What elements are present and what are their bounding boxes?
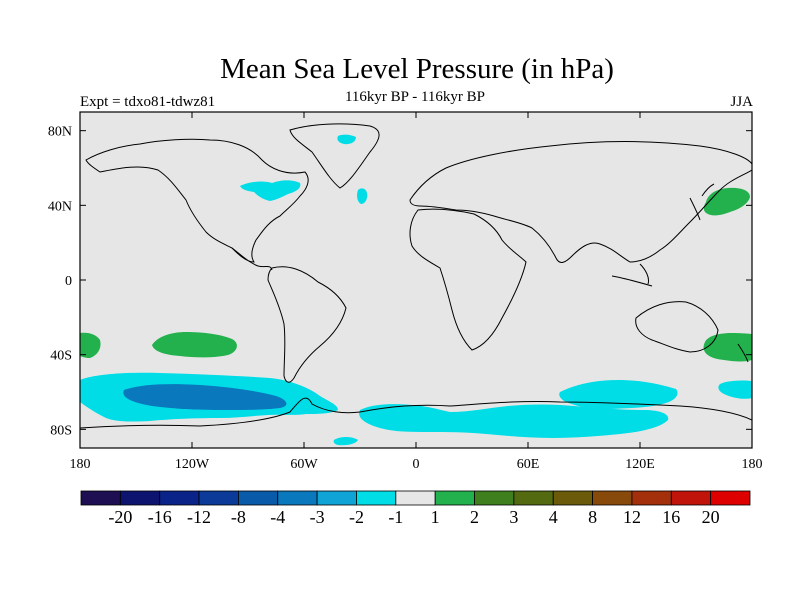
colorbar-label: -12 — [187, 507, 212, 527]
colorbar-label: -20 — [108, 507, 133, 527]
coast-indonesia — [611, 263, 653, 287]
experiment-label: Expt = tdxo81-tdwz81 — [80, 94, 216, 110]
colorbar-label: -3 — [309, 507, 325, 527]
colorbar — [80, 490, 751, 506]
colorbar-swatch — [631, 490, 672, 506]
map-title: Mean Sea Level Pressure (in hPa) — [220, 53, 614, 85]
colorbar-label: -4 — [270, 507, 286, 527]
colorbar-label: 2 — [470, 507, 480, 527]
region-amundsen-sea-core — [123, 384, 287, 410]
colorbar-swatch — [316, 490, 357, 506]
coast-africa — [409, 208, 527, 351]
region-north-atlantic — [357, 188, 368, 204]
lon-tick-label: 120E — [625, 457, 655, 472]
lon-tick-label: 60W — [290, 457, 318, 472]
region-southern-ocean-indian — [559, 380, 678, 410]
colorbar-label: -16 — [147, 507, 172, 527]
lat-tick-label: 40S — [50, 349, 72, 364]
colorbar-swatch — [395, 490, 436, 506]
lon-tick-label: 120W — [175, 457, 210, 472]
colorbar-label: 16 — [662, 507, 681, 527]
colorbar-swatch — [434, 490, 475, 506]
colorbar-swatch — [238, 490, 279, 506]
colorbar-swatch — [592, 490, 633, 506]
map-subtitle: 116kyr BP - 116kyr BP — [344, 89, 485, 105]
region-antarctic-coast — [333, 437, 358, 446]
colorbar-label: 1 — [430, 507, 440, 527]
colorbar-label: 8 — [588, 507, 598, 527]
colorbar-label: -2 — [348, 507, 364, 527]
latitude-ticks: 80N 40N 0 40S 80S — [48, 125, 752, 438]
colorbar-label: 20 — [701, 507, 720, 527]
colorbar-label: 4 — [548, 507, 558, 527]
coast-south-america — [267, 266, 347, 383]
region-north-america-lakes — [240, 180, 301, 201]
colorbar-swatch — [277, 490, 318, 506]
colorbar-swatch — [119, 490, 161, 506]
lon-tick-label: 180 — [742, 457, 763, 472]
colorbar-swatch — [474, 490, 515, 506]
season-label: JJA — [730, 94, 753, 110]
colorbar-swatch — [80, 490, 121, 506]
coastlines — [80, 123, 752, 429]
colorbar-label: -8 — [230, 507, 246, 527]
region-tasman-sea — [703, 333, 752, 362]
longitude-ticks: 180 120W 60W 0 60E 120E 180 — [70, 112, 763, 472]
colorbar-label: -1 — [388, 507, 404, 527]
coast-north-america — [85, 138, 309, 263]
region-antarctic-coast — [718, 380, 752, 399]
region-south-pacific-west-edge — [80, 332, 101, 358]
colorbar-swatch — [356, 490, 397, 506]
coast-antarctica — [80, 397, 752, 429]
colorbar-swatch — [710, 490, 751, 506]
coast-japan — [689, 183, 715, 221]
colorbar-swatch — [670, 490, 712, 506]
lat-tick-label: 0 — [65, 274, 72, 289]
lat-tick-label: 80N — [48, 125, 72, 140]
coast-greenland — [289, 123, 380, 189]
coast-eurasia — [409, 141, 752, 263]
region-south-pacific-mid — [152, 332, 237, 358]
lat-tick-label: 80S — [50, 423, 72, 438]
coast-central-america — [231, 247, 273, 271]
lon-tick-label: 60E — [517, 457, 540, 472]
colorbar-swatch — [552, 490, 593, 506]
anomaly-layer — [80, 123, 752, 446]
region-antarctic-coast — [359, 404, 669, 438]
colorbar-swatch — [159, 490, 200, 506]
region-greenland — [337, 134, 356, 145]
colorbar-label: 12 — [622, 507, 641, 527]
colorbar-swatch — [198, 490, 239, 506]
coast-australia — [635, 301, 719, 353]
coast-new-zealand — [737, 343, 749, 363]
lon-tick-label: 180 — [70, 457, 91, 472]
colorbar-swatch — [513, 490, 554, 506]
lat-tick-label: 40N — [48, 199, 72, 214]
lon-tick-label: 0 — [413, 457, 420, 472]
colorbar-label: 3 — [509, 507, 519, 527]
